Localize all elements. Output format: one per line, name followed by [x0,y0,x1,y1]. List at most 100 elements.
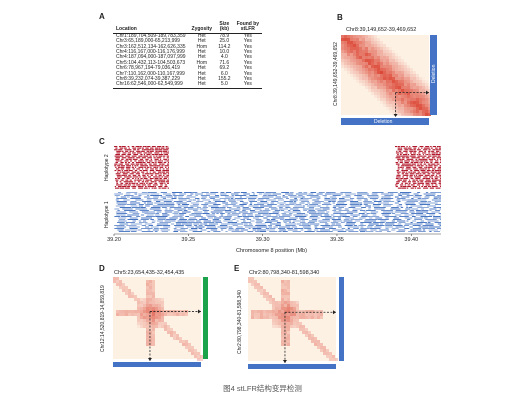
heatmap-cell [257,289,260,292]
heatmap-cell [179,340,182,343]
haplotype-1-read [293,201,297,202]
haplotype-2-read [168,150,169,152]
haplotype-2-read [146,171,148,173]
heatmap-cell [356,65,359,68]
heatmap-cell [173,337,176,340]
heatmap-cell [377,65,380,68]
heatmap-cell [341,38,344,41]
haplotype-1-read [146,214,154,216]
haplotype-2-read [425,184,431,186]
haplotype-1-read [125,229,138,231]
haplotype-2-read [402,174,404,176]
haplotype-2-read [168,166,169,168]
heatmap-cell [287,292,290,295]
heatmap-cell [152,322,155,325]
haplotype-2-read [406,171,408,173]
heatmap-cell [377,53,380,56]
heatmap-cell [398,80,401,83]
heatmap-cell [365,71,368,74]
haplotype-1-read [227,213,231,214]
heatmap-cell [143,322,146,325]
haplotype-1-read [122,208,133,210]
haplotype-2-read [115,157,121,159]
heatmap-cell [377,74,380,77]
haplotype-1-read [126,192,138,193]
heatmap-cell [182,343,185,346]
haplotype-2-read [397,168,400,170]
haplotype-2-read [114,155,119,157]
heatmap-cell [344,53,347,56]
heatmap-cell [149,295,152,298]
haplotype-1-read [369,228,381,229]
heatmap-cell [149,289,152,292]
haplotype-1-read [159,228,169,229]
heatmap-cell [260,313,263,316]
heatmap-cell [359,44,362,47]
heatmap-cell [383,83,386,86]
heatmap-cell [317,346,320,349]
heatmap-cell [407,83,410,86]
haplotype-1-read [262,210,271,211]
haplotype-1-read [165,202,175,204]
heatmap-cell [398,113,401,116]
haplotype-1-read [184,192,192,193]
haplotype-1-read [330,222,339,223]
heatmap-cell [422,113,425,116]
haplotype-1-read [215,222,222,223]
haplotype-2-read [115,158,120,160]
haplotype-2-read [127,186,131,188]
haplotype-1-read [284,219,297,220]
haplotype-1-read [328,231,333,232]
haplotype-2-read [119,155,124,157]
heatmap-cell [308,316,311,319]
haplotype-1-read [314,225,319,226]
haplotype-1-read [294,228,304,229]
haplotype-1-read [141,192,148,193]
heatmap-cell [317,340,320,343]
haplotype-2-read [413,147,417,149]
haplotype-1-read [266,229,275,231]
haplotype-1-read [299,199,309,201]
haplotype-2-read [417,171,421,173]
haplotype-2-read [132,152,136,154]
heatmap-cell [275,316,278,319]
heatmap-cell [149,319,152,322]
haplotype-1-read [317,205,321,207]
heatmap-cell [344,59,347,62]
haplotype-1-read [225,211,237,213]
haplotype-1-read [130,223,143,225]
haplotype-1-read [411,198,414,199]
haplotype-1-read [220,223,231,225]
haplotype-1-read [211,213,216,214]
haplotype-2-read [404,162,409,164]
heatmap-cell [389,107,392,110]
haplotype-1-read [375,225,385,226]
panel-e-heatmap [248,277,338,363]
haplotype-1-read [269,231,278,232]
heatmap-cell [365,83,368,86]
heatmap-cell [158,301,161,304]
haplotype-1-read [365,205,371,207]
heatmap-cell [161,313,164,316]
haplotype-2-read [130,163,135,165]
haplotype-1-read [142,220,147,222]
heatmap-cell [407,92,410,95]
heatmap-cell [386,65,389,68]
haplotype-1-read [186,226,195,228]
haplotype-2-read [423,176,428,178]
heatmap-cell [404,74,407,77]
heatmap-cell [353,44,356,47]
heatmap-cell [170,328,173,331]
haplotype-2-read [430,174,435,176]
haplotype-2-read [154,160,157,162]
haplotype-1-read [429,208,437,210]
haplotype-1-read [409,210,414,211]
heatmap-cell [404,107,407,110]
haplotype-2-read [166,181,169,183]
heatmap-cell [377,98,380,101]
haplotype-1-read [321,204,332,205]
x-tick-label: 39.40 [404,237,419,243]
haplotype-2-read [162,168,165,170]
heatmap-cell [365,50,368,53]
haplotype-2-read [421,171,425,173]
